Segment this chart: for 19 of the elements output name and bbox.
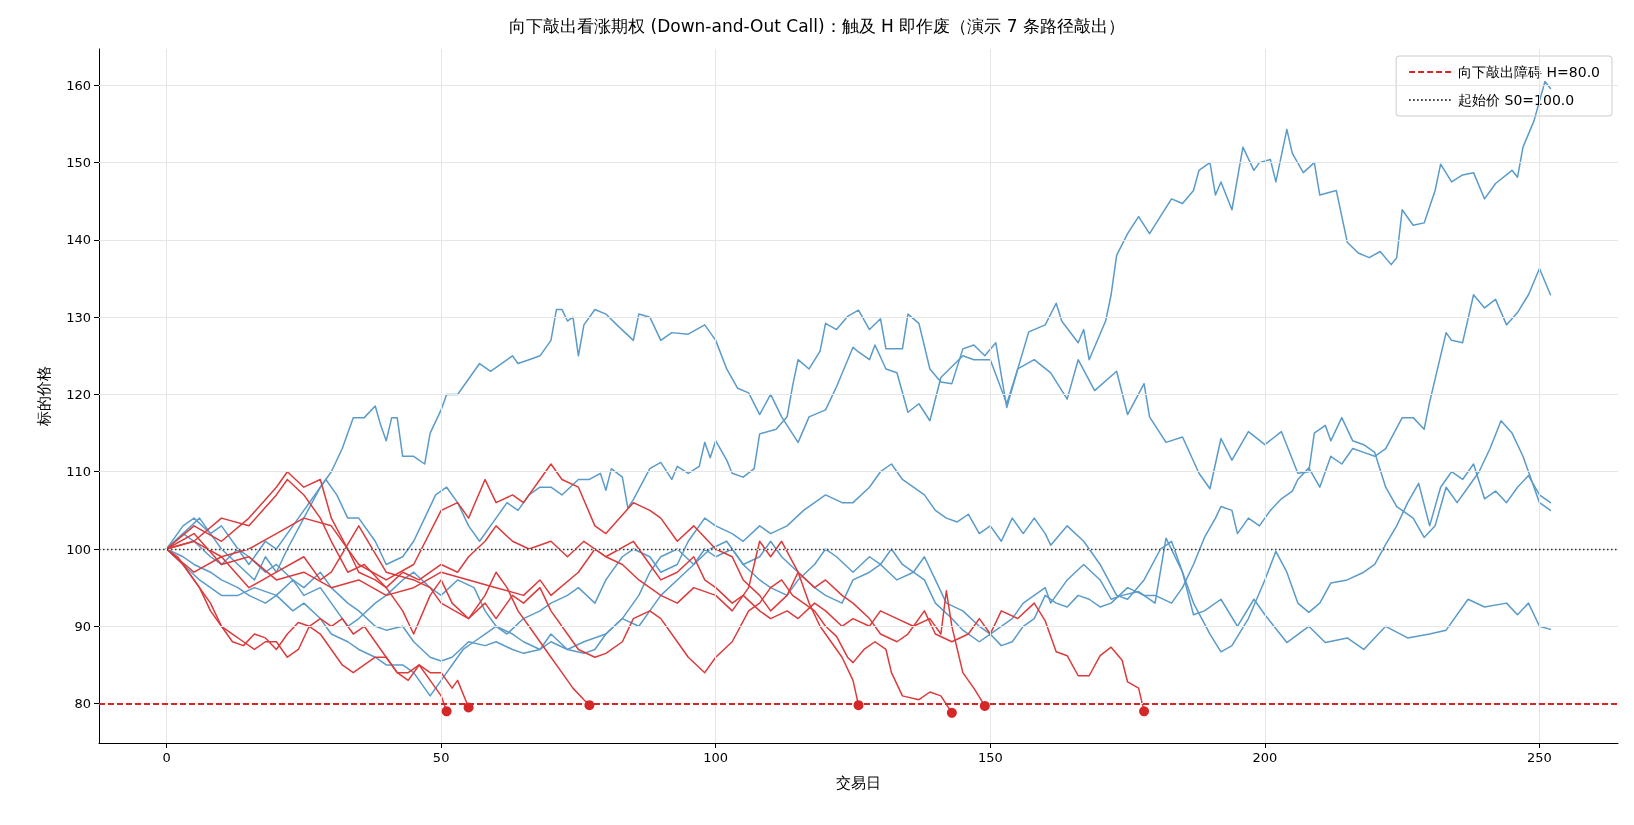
- chart-title: 向下敲出看涨期权 (Down-and-Out Call)：触及 H 即作废（演示 7 条路径敲出）: [509, 15, 1125, 36]
- legend-label: 起始价 S0=100.0: [1458, 92, 1575, 108]
- x-tick-label: 250: [1527, 750, 1552, 765]
- x-tick-label: 200: [1252, 750, 1278, 765]
- y-tick-label: 80: [74, 696, 91, 712]
- x-tick-label: 50: [432, 750, 450, 765]
- y-tick-label: 140: [66, 232, 91, 248]
- y-tick-label: 110: [66, 464, 91, 480]
- y-tick-label: 120: [66, 386, 91, 402]
- y-tick-label: 100: [66, 541, 91, 557]
- y-tick-label: 130: [66, 309, 91, 325]
- x-axis-title: 交易日: [836, 773, 881, 792]
- y-tick-label: 160: [66, 77, 91, 93]
- y-axis-title: 标的价格: [34, 366, 53, 427]
- y-tick-label: 150: [66, 155, 91, 171]
- x-tick-label: 150: [977, 750, 1003, 765]
- x-tick-label: 0: [162, 750, 171, 765]
- x-tick-label: 100: [703, 750, 729, 765]
- y-tick-label: 90: [74, 618, 91, 634]
